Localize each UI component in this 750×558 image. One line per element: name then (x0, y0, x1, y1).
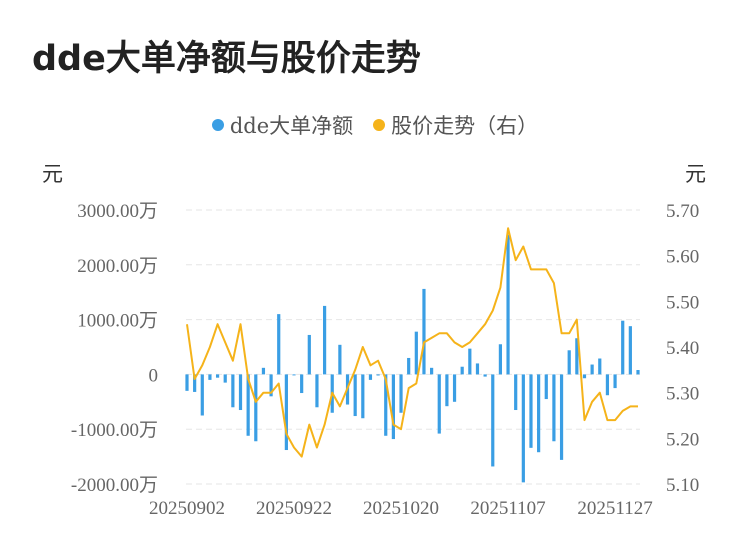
bar (590, 364, 594, 375)
right-tick-label: 5.20 (666, 429, 699, 450)
x-tick-label: 20251020 (363, 498, 439, 519)
bar (598, 358, 602, 375)
left-tick-label: -2000.00万 (71, 475, 158, 496)
bar (460, 366, 464, 375)
bar (193, 374, 197, 392)
bar (361, 374, 365, 419)
bar (514, 374, 518, 411)
left-tick-label: 3000.00万 (77, 201, 158, 222)
legend-item-dde[interactable]: dde大单净额 (211, 110, 354, 140)
bar (292, 374, 296, 376)
legend-label-dde: dde大单净额 (229, 114, 354, 138)
bar (613, 374, 617, 389)
bar (537, 374, 541, 453)
bar (215, 374, 220, 378)
left-tick-label: 2000.00万 (77, 256, 158, 277)
bar (246, 374, 250, 436)
right-tick-label: 5.10 (666, 475, 699, 496)
x-tick-label: 20251127 (577, 498, 652, 519)
bar (468, 348, 472, 375)
bar (430, 367, 434, 375)
right-tick-label: 5.50 (666, 292, 699, 313)
bar (506, 234, 510, 375)
bar (353, 374, 357, 417)
right-tick-label: 5.40 (666, 338, 699, 359)
bar (529, 374, 533, 448)
legend-label-price: 股价走势（右） (391, 114, 539, 138)
bar (628, 326, 632, 375)
bar (605, 374, 610, 396)
legend-dot-bar-icon (211, 119, 224, 131)
bar (552, 374, 556, 442)
bar (407, 357, 411, 375)
bar (437, 374, 441, 434)
bar (399, 374, 403, 413)
bar (315, 374, 319, 408)
bar (422, 288, 426, 375)
bar (498, 344, 503, 375)
left-axis-unit: 元 (42, 162, 63, 186)
right-tick-label: 5.70 (666, 201, 699, 222)
x-tick-label: 20250922 (256, 498, 332, 519)
bar (445, 374, 449, 407)
bar (269, 374, 273, 397)
left-tick-label: 1000.00万 (77, 311, 158, 332)
bar (338, 344, 342, 375)
bar (284, 374, 288, 451)
bar (414, 331, 418, 375)
legend: dde大单净额 股价走势（右） (0, 110, 750, 140)
bar (322, 305, 327, 375)
right-axis-unit: 元 (685, 162, 706, 186)
bar (231, 374, 235, 408)
bar (208, 374, 212, 380)
bar (200, 374, 204, 416)
left-tick-label: -1000.00万 (71, 420, 158, 441)
chart-title: dde大单净额与股价走势 (32, 39, 421, 79)
left-tick-label: 0 (149, 365, 159, 386)
x-tick-label: 20250902 (149, 498, 225, 519)
bar (483, 374, 487, 377)
bar (475, 363, 480, 375)
bar (254, 374, 258, 442)
bar (368, 374, 373, 380)
bar (376, 374, 380, 376)
bar (238, 374, 243, 411)
bar (261, 367, 266, 375)
bar (636, 370, 640, 375)
bar (491, 374, 495, 467)
bar (452, 374, 457, 402)
bar (223, 374, 227, 383)
legend-dot-line-icon (373, 119, 386, 131)
x-tick-label: 20251107 (470, 498, 545, 519)
bar (307, 334, 311, 375)
bar (544, 374, 548, 400)
price-line (186, 227, 638, 458)
bar (567, 350, 571, 375)
bar (185, 374, 189, 391)
bar (559, 374, 564, 460)
bar (300, 374, 304, 394)
bar (384, 374, 388, 436)
right-tick-label: 5.60 (666, 247, 699, 268)
legend-item-price[interactable]: 股价走势（右） (373, 110, 538, 140)
bar (521, 374, 525, 483)
bar (621, 320, 625, 375)
bar (575, 338, 579, 375)
right-tick-label: 5.30 (666, 384, 699, 405)
bar (582, 374, 587, 379)
bar (277, 314, 281, 375)
bar (391, 374, 395, 440)
